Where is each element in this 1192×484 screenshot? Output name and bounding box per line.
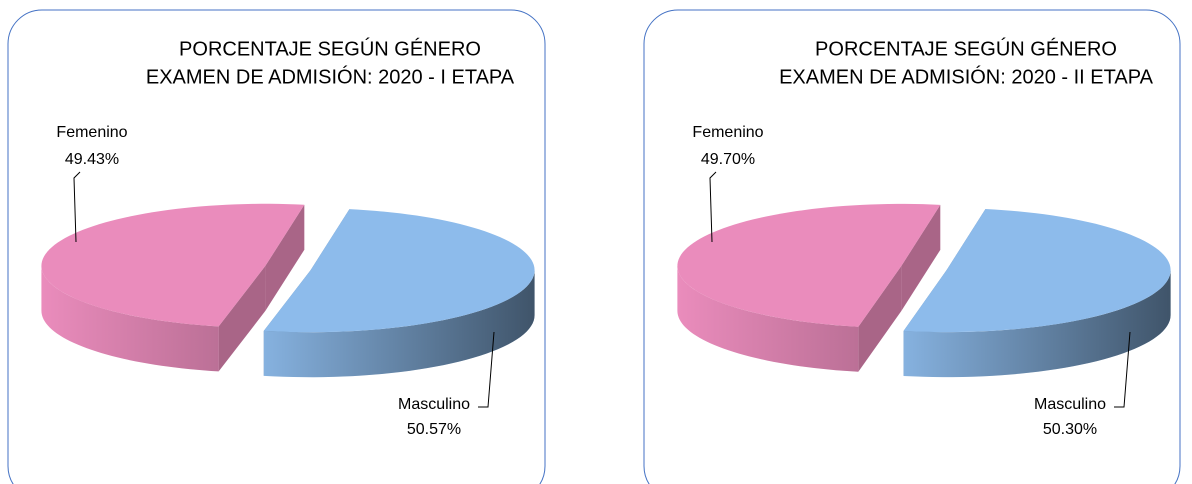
slice-value-label: 50.57% xyxy=(407,421,461,438)
chart-title: PORCENTAJE SEGÚN GÉNERO xyxy=(815,37,1117,60)
slice-label: Masculino xyxy=(398,396,470,413)
slice-side-shade xyxy=(677,265,859,372)
slice-side-shade xyxy=(41,265,219,372)
slice-side-shade xyxy=(903,270,1171,378)
pie-slice xyxy=(677,203,941,327)
slice-label: Femenino xyxy=(56,124,127,141)
slice-cut-face xyxy=(265,204,305,311)
pie-slice xyxy=(903,209,1171,333)
leader-line xyxy=(709,171,717,243)
slice-label: Femenino xyxy=(692,124,763,141)
chart-subtitle: EXAMEN DE ADMISIÓN: 2020 - II ETAPA xyxy=(779,65,1153,88)
slice-side-shade xyxy=(263,270,535,378)
chart-subtitle: EXAMEN DE ADMISIÓN: 2020 - I ETAPA xyxy=(146,65,515,88)
pie-slice xyxy=(263,209,535,333)
slice-value-label: 49.43% xyxy=(65,151,119,168)
slice-cut-shade xyxy=(218,265,266,372)
leader-line xyxy=(478,331,495,408)
slice-label: Masculino xyxy=(1034,396,1106,413)
slice-cut-shade xyxy=(901,204,941,311)
slice-cut-shade xyxy=(265,204,305,311)
panel xyxy=(643,9,1181,484)
slice-value-label: 49.70% xyxy=(701,151,755,168)
slice-cut-shade xyxy=(858,265,902,372)
leader-line xyxy=(1114,331,1131,408)
panel xyxy=(7,9,546,484)
slice-cut-face xyxy=(218,265,266,372)
pie-slice xyxy=(41,203,305,327)
slice-cut-face xyxy=(901,204,941,311)
chart-title: PORCENTAJE SEGÚN GÉNERO xyxy=(179,37,481,60)
slice-value-label: 50.30% xyxy=(1043,421,1097,438)
leader-line xyxy=(73,171,81,243)
slice-cut-face xyxy=(858,265,902,372)
